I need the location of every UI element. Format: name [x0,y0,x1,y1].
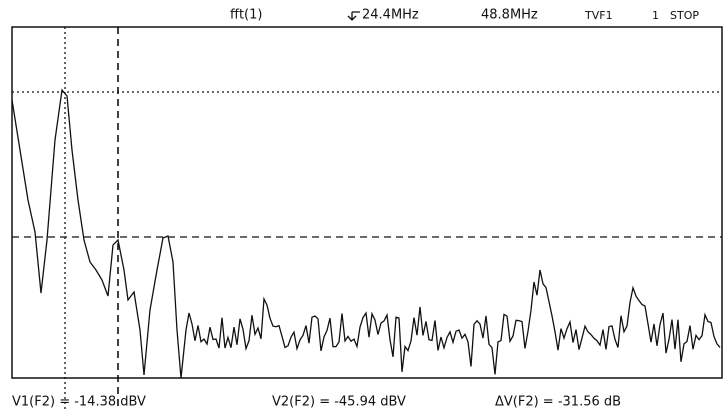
readout-v1: V1(F2) = -14.38 dBV [12,395,146,410]
state: STOP [670,9,699,22]
readout-v2: V2(F2) = -45.94 dBV [272,395,406,410]
span: 48.8MHz [481,8,538,23]
trigger-icon [347,11,360,21]
channel: 1 [652,9,659,22]
span-marker: 24.4MHz [362,8,419,23]
source-label: fft(1) [230,8,262,23]
plot-frame [11,26,723,379]
mode: TVF1 [584,9,613,22]
spectrum-trace [11,88,721,379]
readout-delta: ΔV(F2) = -31.56 dB [495,395,621,410]
